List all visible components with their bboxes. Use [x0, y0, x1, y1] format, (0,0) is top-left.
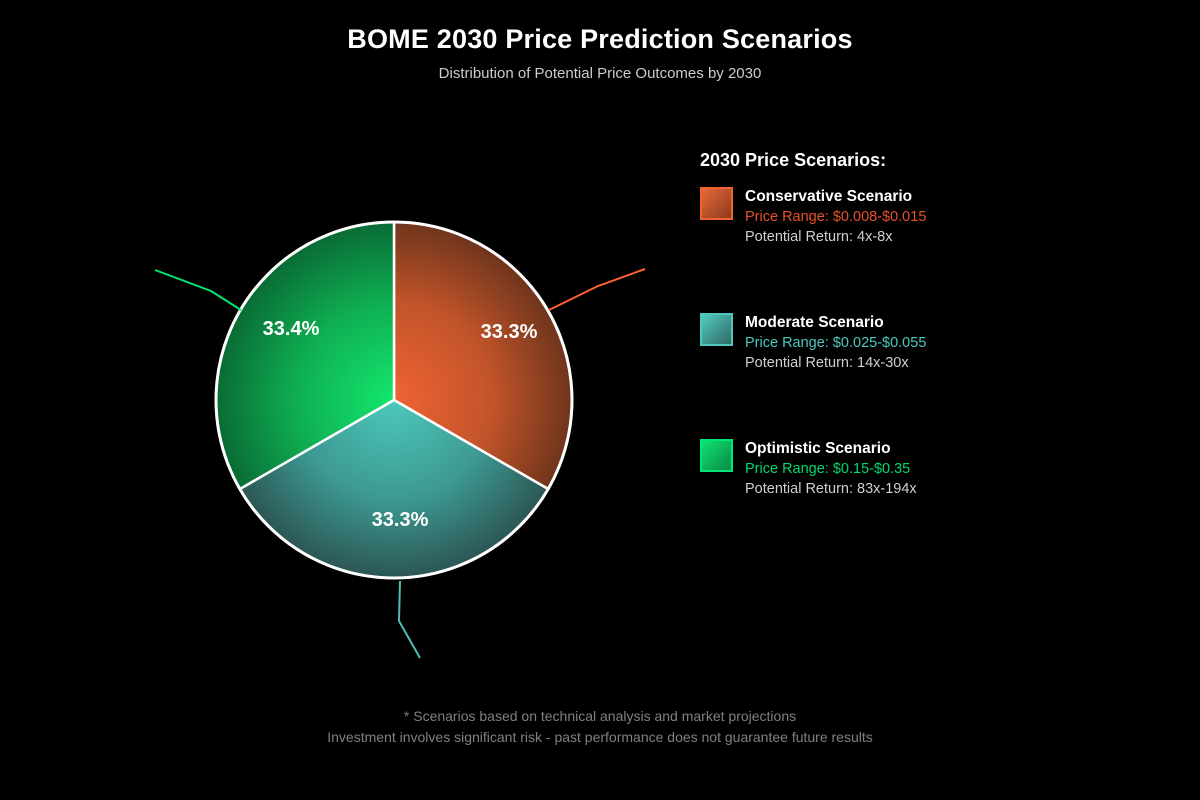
- legend-return-moderate: Potential Return: 14x-30x: [745, 355, 909, 371]
- legend-name-optimistic: Optimistic Scenario: [745, 440, 891, 457]
- leader-line-moderate: [397, 580, 421, 659]
- legend-swatch-conservative: [700, 187, 733, 220]
- chart-header: BOME 2030 Price Prediction Scenarios Dis…: [0, 24, 1200, 82]
- legend-swatch-optimistic: [700, 439, 733, 472]
- leader-line-conservative: [548, 268, 646, 311]
- legend-item-optimistic: Optimistic Scenario Price Range: $0.15-$…: [700, 439, 1000, 499]
- pie-label-optimistic: 33.4%: [263, 318, 320, 340]
- legend-price-conservative: Price Range: $0.008-$0.015: [745, 209, 927, 225]
- pie-label-moderate: 33.3%: [372, 509, 429, 531]
- legend-header: 2030 Price Scenarios:: [700, 150, 887, 170]
- legend-name-moderate: Moderate Scenario: [745, 314, 884, 331]
- legend-price-moderate: Price Range: $0.025-$0.055: [745, 335, 927, 351]
- legend-text-optimistic: Optimistic Scenario Price Range: $0.15-$…: [745, 439, 917, 499]
- legend-price-optimistic: Price Range: $0.15-$0.35: [745, 461, 911, 477]
- legend-return-optimistic: Potential Return: 83x-194x: [745, 481, 917, 497]
- disclaimer-line-1: * Scenarios based on technical analysis …: [403, 708, 797, 724]
- pie-label-conservative: 33.3%: [481, 321, 538, 343]
- legend: 2030 Price Scenarios: Conservative Scena…: [700, 150, 1000, 565]
- legend-return-conservative: Potential Return: 4x-8x: [745, 229, 893, 245]
- legend-text-conservative: Conservative Scenario Price Range: $0.00…: [745, 187, 926, 247]
- legend-swatch-moderate: [700, 313, 733, 346]
- leader-line-optimistic: [154, 269, 242, 311]
- disclaimer: * Scenarios based on technical analysis …: [0, 706, 1200, 748]
- legend-item-conservative: Conservative Scenario Price Range: $0.00…: [700, 187, 1000, 247]
- legend-name-conservative: Conservative Scenario: [745, 188, 913, 205]
- pie-outline: [214, 220, 574, 580]
- disclaimer-line-2: Investment involves significant risk - p…: [327, 729, 873, 745]
- chart-subtitle: Distribution of Potential Price Outcomes…: [438, 65, 762, 82]
- legend-item-moderate: Moderate Scenario Price Range: $0.025-$0…: [700, 313, 1000, 373]
- legend-text-moderate: Moderate Scenario Price Range: $0.025-$0…: [745, 313, 926, 373]
- chart-title: BOME 2030 Price Prediction Scenarios: [347, 24, 853, 54]
